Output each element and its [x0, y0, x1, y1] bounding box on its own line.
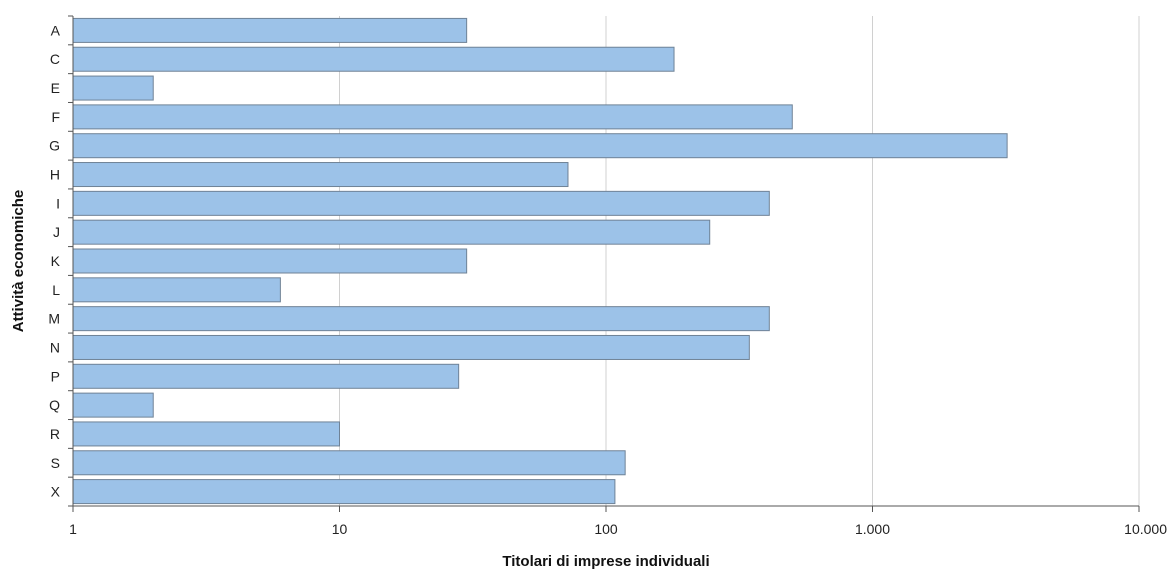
- bar-K: [72, 248, 468, 274]
- y-tick-label: H: [50, 167, 60, 183]
- bar-S: [72, 450, 626, 476]
- y-tick-label: A: [51, 22, 61, 38]
- bar-I: [72, 190, 770, 216]
- bar-Q: [72, 392, 154, 418]
- x-tick-label: 10.000: [1124, 521, 1167, 537]
- bar-J: [72, 219, 711, 245]
- bar-C: [72, 46, 675, 72]
- y-tick-label: S: [51, 455, 60, 471]
- bar-R: [72, 421, 340, 447]
- bar-G: [72, 133, 1008, 159]
- y-tick-label: I: [56, 195, 60, 211]
- y-tick-label: Q: [49, 397, 60, 413]
- y-axis-title: Attività economiche: [10, 190, 27, 333]
- bar-E: [72, 75, 154, 101]
- bar-M: [72, 306, 770, 332]
- x-axis-title: Titolari di imprese individuali: [502, 553, 709, 570]
- y-tick-label: C: [50, 51, 60, 67]
- y-tick-label: M: [48, 311, 60, 327]
- y-tick-label: F: [51, 109, 60, 125]
- bar-N: [72, 334, 750, 360]
- y-tick-label: X: [51, 484, 61, 500]
- x-tick-label: 10: [332, 521, 348, 537]
- y-tick-label: E: [51, 80, 60, 96]
- y-tick-label: L: [52, 282, 60, 298]
- bar-F: [72, 104, 793, 130]
- bar-H: [72, 162, 569, 188]
- x-tick-labels: 1 10 100 1.000 10.000: [69, 506, 1167, 537]
- x-tick-label: 1.000: [855, 521, 890, 537]
- y-tick-label: K: [51, 253, 61, 269]
- y-tick-label: P: [51, 368, 60, 384]
- bars: [72, 17, 1008, 505]
- y-tick-label: G: [49, 138, 60, 154]
- bar-P: [72, 363, 460, 389]
- y-tick-label: N: [50, 339, 60, 355]
- x-tick-label: 1: [69, 521, 77, 537]
- x-tick-label: 100: [594, 521, 618, 537]
- y-tick-label: R: [50, 426, 60, 442]
- y-tick-label: J: [53, 224, 60, 240]
- bar-L: [72, 277, 281, 303]
- bar-X: [72, 479, 616, 505]
- bar-A: [72, 17, 468, 43]
